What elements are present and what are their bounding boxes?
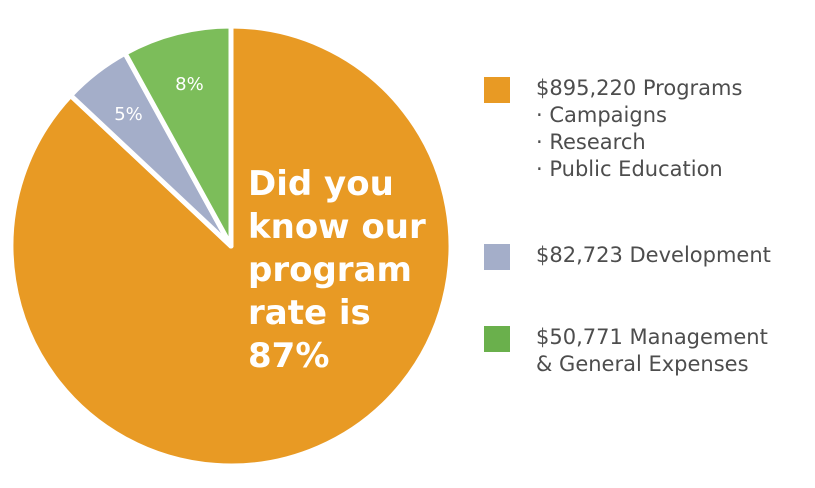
callout-line-4: rate is (248, 293, 371, 333)
legend-management-line-2: & General Expenses (536, 352, 749, 376)
legend-programs-line-2: · Campaigns (536, 103, 667, 127)
legend-text-programs: $895,220 Programs · Campaigns · Research… (536, 75, 806, 183)
legend-development-line-1: $82,723 Development (536, 243, 771, 267)
callout-line-3: program (248, 250, 412, 290)
pie-percent-label-development: 5% (114, 104, 143, 125)
legend-swatch-development (484, 244, 510, 270)
callout-line-1: Did you (248, 164, 394, 204)
legend-text-development: $82,723 Development (536, 242, 806, 269)
pie-slice-management (122, 23, 234, 249)
legend-text-management: $50,771 Management & General Expenses (536, 324, 806, 378)
legend-programs-line-3: · Research (536, 130, 646, 154)
legend-management-line-1: $50,771 Management (536, 325, 768, 349)
pie-percent-labels: 5% 8% (114, 74, 203, 125)
legend-programs-line-1: $895,220 Programs (536, 76, 743, 100)
pie-slices (8, 23, 454, 469)
legend-programs-line-4: · Public Education (536, 157, 723, 181)
legend-swatch-programs (484, 77, 510, 103)
program-rate-callout: Did you know our program rate is 87% (248, 163, 448, 378)
pie-chart: 5% 8% (8, 23, 454, 469)
legend-swatch-management (484, 326, 510, 352)
callout-line-2: know our (248, 207, 426, 247)
pie-percent-label-management: 8% (175, 74, 204, 95)
callout-line-5: 87% (248, 336, 330, 376)
